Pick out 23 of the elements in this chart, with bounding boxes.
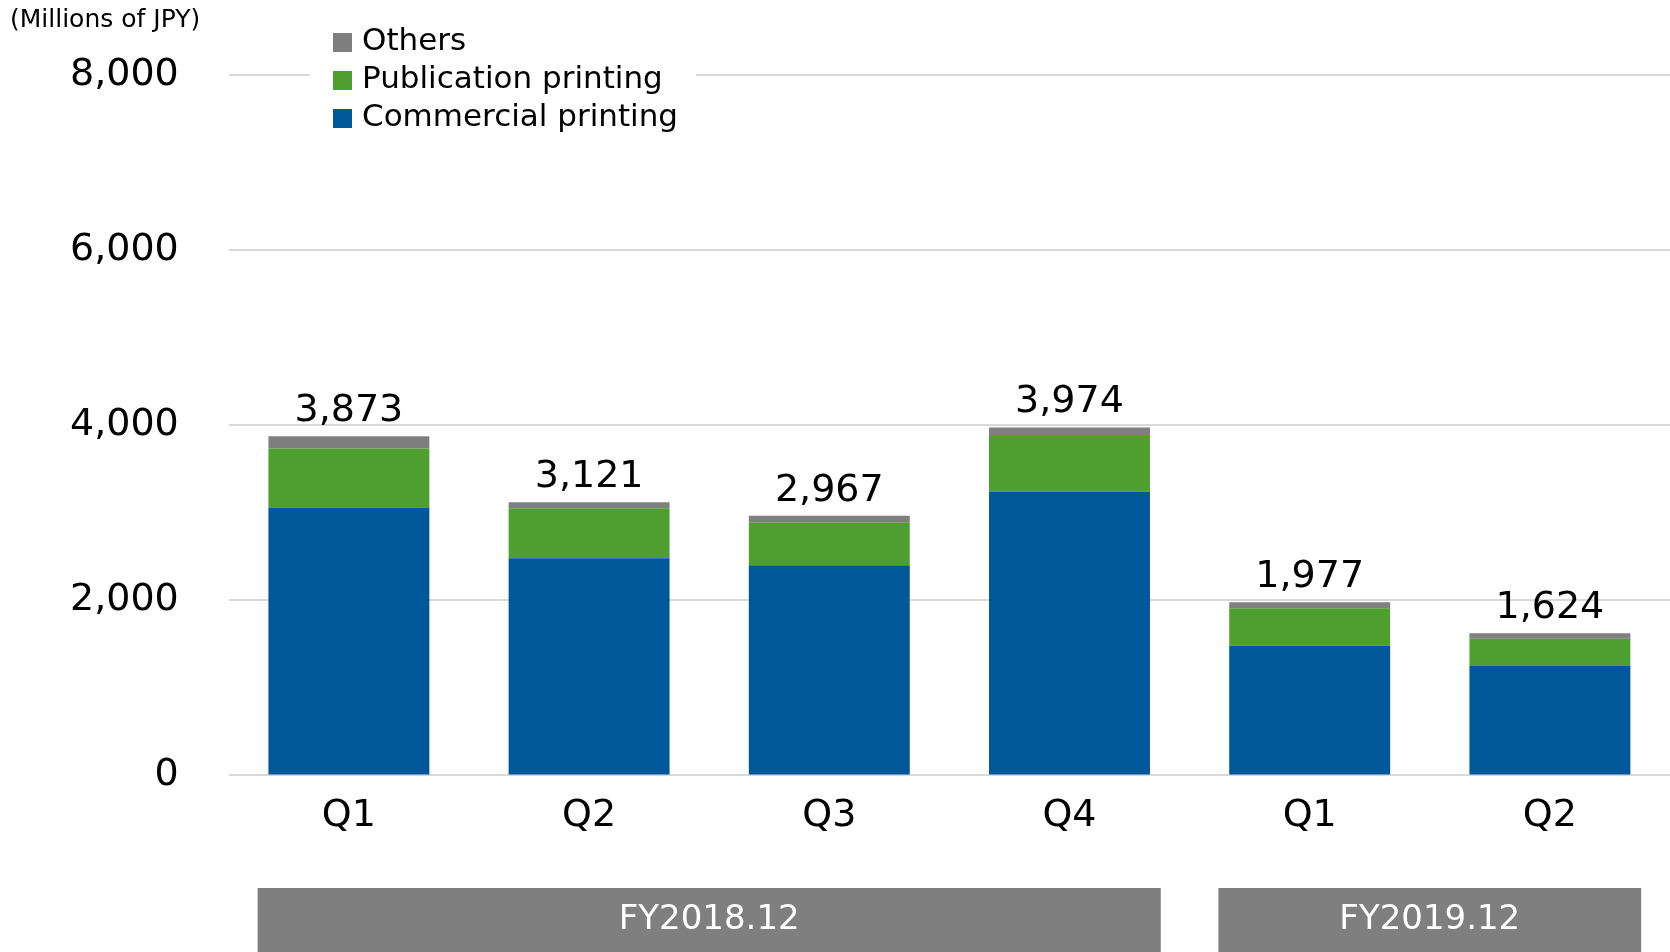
legend-label: Commercial printing xyxy=(362,97,679,134)
legend-label: Publication printing xyxy=(362,59,663,96)
total-label: 2,967 xyxy=(774,465,884,510)
x-tick-label: Q1 xyxy=(1282,791,1337,836)
x-tick-label: Q3 xyxy=(802,791,857,836)
total-label: 3,121 xyxy=(534,452,644,497)
x-tick-label: Q4 xyxy=(1042,791,1097,836)
y-tick-label: 0 xyxy=(154,750,179,795)
x-tick-label: Q2 xyxy=(1522,791,1577,836)
y-tick-label: 4,000 xyxy=(69,400,179,445)
y-tick-label: 2,000 xyxy=(69,575,179,620)
legend-label: Others xyxy=(362,21,467,58)
total-label: 3,873 xyxy=(294,386,404,431)
x-tick-label: Q2 xyxy=(562,791,617,836)
x-tick-label: Q1 xyxy=(321,791,376,836)
y-tick-label: 8,000 xyxy=(69,49,179,94)
total-label: 1,977 xyxy=(1255,552,1365,597)
total-label: 3,974 xyxy=(1015,377,1124,422)
text: FY2018.12 xyxy=(618,896,800,937)
y-tick-label: 6,000 xyxy=(69,224,179,269)
text: FY2019.12 xyxy=(1339,896,1521,937)
y-axis-title: (Millions of JPY) xyxy=(10,4,201,33)
total-label: 1,624 xyxy=(1495,583,1605,628)
